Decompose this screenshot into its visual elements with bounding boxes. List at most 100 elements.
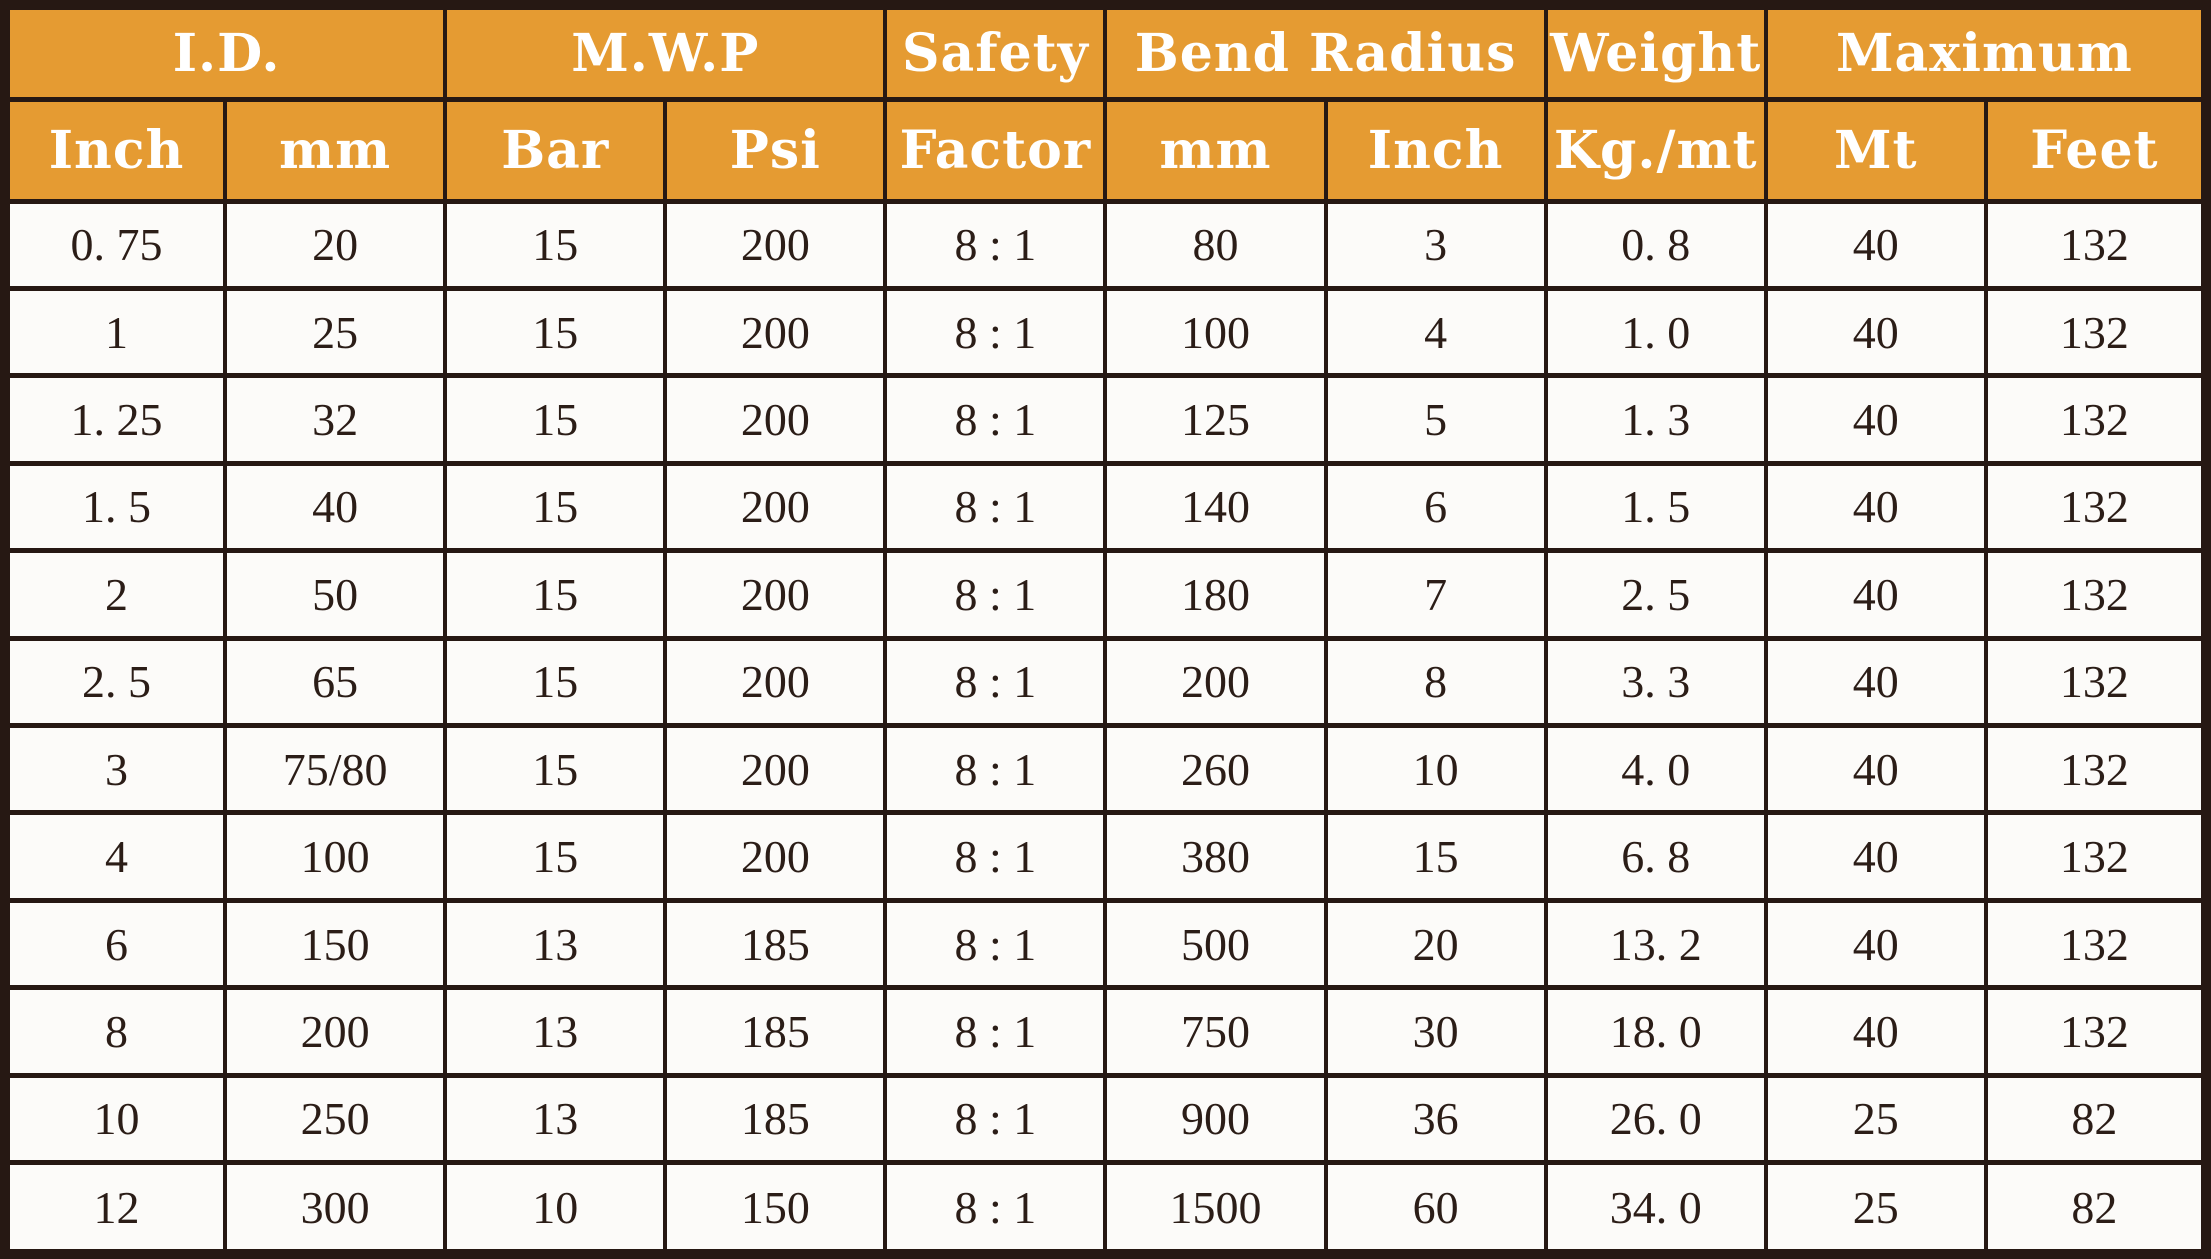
table-cell: 200 — [663, 548, 888, 641]
table-cell: 185 — [663, 985, 888, 1078]
table-cell: 40 — [1763, 460, 1988, 554]
table-cell: 0. 75 — [2, 198, 228, 291]
table-row: 8 200 13 185 8 : 1 750 30 18. 0 40 132 — [2, 985, 2209, 1078]
table-cell: 40 — [1763, 723, 1988, 816]
table-cell: 40 — [1763, 373, 1988, 466]
table-cell: 7 — [1323, 548, 1548, 641]
table-cell: 8 : 1 — [883, 548, 1108, 641]
table-cell: 2 — [2, 548, 228, 641]
table-row: 1. 5 40 15 200 8 : 1 140 6 1. 5 40 132 — [2, 460, 2209, 554]
col-group-header-m-w-p: M.W.P — [443, 2, 888, 102]
table-row: 2. 5 65 15 200 8 : 1 200 8 3. 3 40 132 — [2, 635, 2209, 729]
col-sub-header-9-feet: Feet — [1983, 96, 2209, 204]
table-cell: 75/80 — [223, 723, 448, 816]
table-cell: 82 — [1983, 1072, 2209, 1166]
table-cell: 15 — [443, 548, 668, 641]
table-cell: 100 — [1103, 285, 1328, 379]
table-cell: 132 — [1983, 897, 2209, 991]
table-cell: 132 — [1983, 548, 2209, 641]
table-row: 12 300 10 150 8 : 1 1500 60 34. 0 25 82 — [2, 1160, 2209, 1257]
table-cell: 6 — [2, 897, 228, 991]
table-cell: 3 — [2, 723, 228, 816]
header-unit-row: Inch mm Bar Psi Factor mm Inch Kg./mt Mt Feet — [2, 96, 2209, 204]
table-cell: 40 — [1763, 548, 1988, 641]
table-cell: 82 — [1983, 1160, 2209, 1257]
table-cell: 15 — [443, 810, 668, 903]
table-cell: 8 : 1 — [883, 810, 1108, 903]
table-cell: 13. 2 — [1543, 897, 1768, 991]
table-cell: 8 : 1 — [883, 460, 1108, 554]
table-cell: 0. 8 — [1543, 198, 1768, 291]
table-cell: 10 — [2, 1072, 228, 1166]
table-cell: 6. 8 — [1543, 810, 1768, 903]
table-cell: 8 : 1 — [883, 985, 1108, 1078]
table-cell: 4 — [2, 810, 228, 903]
table-cell: 10 — [1323, 723, 1548, 816]
table-cell: 132 — [1983, 198, 2209, 291]
table-cell: 25 — [1763, 1160, 1988, 1257]
table-cell: 8 — [2, 985, 228, 1078]
table-cell: 60 — [1323, 1160, 1548, 1257]
table-cell: 900 — [1103, 1072, 1328, 1166]
table-row: 0. 75 20 15 200 8 : 1 80 3 0. 8 40 132 — [2, 198, 2209, 291]
table-cell: 2. 5 — [2, 635, 228, 729]
table-cell: 4 — [1323, 285, 1548, 379]
table-cell: 40 — [1763, 198, 1988, 291]
table-cell: 34. 0 — [1543, 1160, 1768, 1257]
table-cell: 32 — [223, 373, 448, 466]
table-cell: 500 — [1103, 897, 1328, 991]
table-cell: 40 — [1763, 985, 1988, 1078]
table-cell: 1. 5 — [2, 460, 228, 554]
table-row: 1 25 15 200 8 : 1 100 4 1. 0 40 132 — [2, 285, 2209, 379]
table-cell: 100 — [223, 810, 448, 903]
table-body: 0. 75 20 15 200 8 : 1 80 3 0. 8 40 132 1 25 15 200 8 :… — [2, 198, 2209, 1257]
table-cell: 8 : 1 — [883, 285, 1108, 379]
col-sub-header-7-kg-mt: Kg./mt — [1543, 96, 1768, 204]
table-cell: 200 — [223, 985, 448, 1078]
table-cell: 1. 25 — [2, 373, 228, 466]
table-cell: 380 — [1103, 810, 1328, 903]
table-cell: 5 — [1323, 373, 1548, 466]
table-row: 10 250 13 185 8 : 1 900 36 26. 0 25 82 — [2, 1072, 2209, 1166]
table-cell: 80 — [1103, 198, 1328, 291]
table-cell: 65 — [223, 635, 448, 729]
table-cell: 132 — [1983, 810, 2209, 903]
table-cell: 18. 0 — [1543, 985, 1768, 1078]
table-cell: 30 — [1323, 985, 1548, 1078]
table-cell: 40 — [1763, 897, 1988, 991]
table-cell: 180 — [1103, 548, 1328, 641]
table-cell: 200 — [663, 635, 888, 729]
table-cell: 10 — [443, 1160, 668, 1257]
table-cell: 1500 — [1103, 1160, 1328, 1257]
table-cell: 13 — [443, 897, 668, 991]
table-cell: 200 — [663, 460, 888, 554]
table-cell: 200 — [663, 373, 888, 466]
table-cell: 3. 3 — [1543, 635, 1768, 729]
col-group-header-i-d: I.D. — [2, 2, 448, 102]
table-cell: 200 — [663, 723, 888, 816]
table-cell: 15 — [443, 460, 668, 554]
table-cell: 15 — [443, 635, 668, 729]
table-header: I.D. M.W.P Safety Bend Radius Weight Maximum … — [2, 2, 2209, 204]
table-cell: 132 — [1983, 373, 2209, 466]
table-cell: 300 — [223, 1160, 448, 1257]
table-cell: 13 — [443, 1072, 668, 1166]
table-cell: 140 — [1103, 460, 1328, 554]
col-group-header-safety: Safety — [883, 2, 1108, 102]
table-row: 1. 25 32 15 200 8 : 1 125 5 1. 3 40 132 — [2, 373, 2209, 466]
table-row: 2 50 15 200 8 : 1 180 7 2. 5 40 132 — [2, 548, 2209, 641]
table-cell: 132 — [1983, 460, 2209, 554]
table-cell: 40 — [223, 460, 448, 554]
table-cell: 132 — [1983, 635, 2209, 729]
table-cell: 200 — [1103, 635, 1328, 729]
table-cell: 200 — [663, 285, 888, 379]
table-cell: 50 — [223, 548, 448, 641]
table-cell: 15 — [443, 285, 668, 379]
table-cell: 185 — [663, 897, 888, 991]
col-sub-header-3-psi: Psi — [663, 96, 888, 204]
table-cell: 15 — [443, 198, 668, 291]
table-cell: 40 — [1763, 285, 1988, 379]
table-cell: 200 — [663, 810, 888, 903]
table-cell: 6 — [1323, 460, 1548, 554]
